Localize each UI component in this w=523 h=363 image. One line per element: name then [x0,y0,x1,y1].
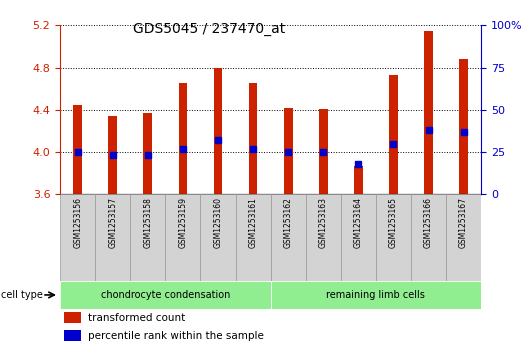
Bar [271,281,481,309]
Bar [271,194,306,281]
Bar [213,68,222,194]
Bar [200,194,235,281]
Bar [64,330,81,341]
Bar [411,194,446,281]
Bar [60,281,271,309]
Text: cell type: cell type [1,290,43,300]
Text: transformed count: transformed count [87,313,185,323]
Bar [165,194,200,281]
Text: GSM1253165: GSM1253165 [389,197,398,248]
Bar [64,312,81,323]
Text: GSM1253162: GSM1253162 [283,197,293,248]
Bar [389,75,398,194]
Bar [376,194,411,281]
Text: GSM1253157: GSM1253157 [108,197,117,248]
Text: GSM1253160: GSM1253160 [213,197,222,248]
Bar [60,194,95,281]
Text: GSM1253158: GSM1253158 [143,197,152,248]
Text: GSM1253166: GSM1253166 [424,197,433,248]
Bar [143,113,152,194]
Text: GSM1253167: GSM1253167 [459,197,468,248]
Text: GSM1253164: GSM1253164 [354,197,363,248]
Bar [95,194,130,281]
Text: remaining limb cells: remaining limb cells [326,290,425,300]
Text: GSM1253159: GSM1253159 [178,197,187,248]
Bar [306,194,341,281]
Bar [235,194,271,281]
Bar [319,109,328,194]
Bar [459,59,468,194]
Text: chondrocyte condensation: chondrocyte condensation [101,290,230,300]
Bar [424,31,433,194]
Bar [249,83,257,194]
Bar [284,108,292,194]
Text: GSM1253156: GSM1253156 [73,197,82,248]
Bar [341,194,376,281]
Text: GSM1253163: GSM1253163 [319,197,328,248]
Text: GDS5045 / 237470_at: GDS5045 / 237470_at [133,22,286,36]
Bar [108,116,117,194]
Bar [73,105,82,194]
Bar [354,166,363,194]
Text: GSM1253161: GSM1253161 [248,197,258,248]
Bar [178,83,187,194]
Text: percentile rank within the sample: percentile rank within the sample [87,331,264,341]
Bar [446,194,481,281]
Bar [130,194,165,281]
